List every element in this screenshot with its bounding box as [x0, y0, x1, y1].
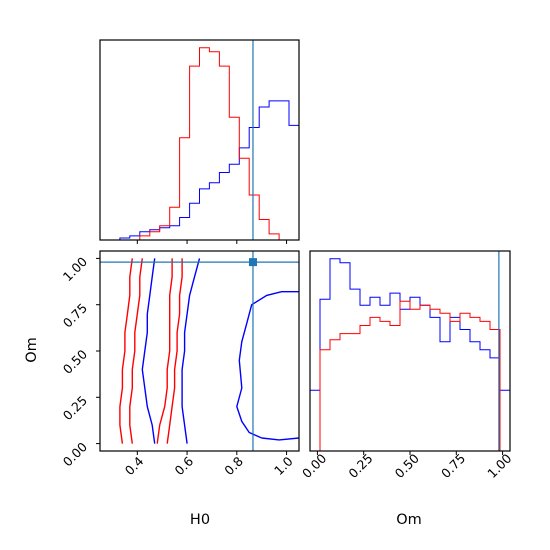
contour-x-tick-label-0: 0.4 — [122, 453, 147, 478]
h0-om-contour-panel: 0.4 0.6 0.8 1.0 0.00 0.25 0.50 0.75 1.00 — [60, 250, 300, 478]
contour-red-3 — [166, 258, 183, 444]
h0-hist-red — [100, 47, 299, 240]
contour-y-tick-label-3: 0.75 — [60, 300, 90, 330]
contour-blue-3 — [261, 437, 299, 441]
contour-y-tick-label-1: 0.25 — [60, 393, 90, 423]
h0-marginal-frame — [99, 39, 300, 241]
contour-red-0 — [119, 258, 133, 444]
om-marginal-x-tick-label-0: 0.00 — [299, 451, 329, 481]
x-axis-label-om: Om — [396, 512, 422, 528]
contour-y-tick-label-2: 0.50 — [60, 346, 90, 376]
x-axis-label-h0: H0 — [190, 512, 210, 528]
contour-y-tick-label-4: 1.00 — [60, 254, 90, 284]
om-marginal-x-tick-label-1: 0.25 — [345, 451, 375, 481]
contour-y-tick-label-0: 0.00 — [60, 439, 90, 469]
contour-x-tick-label-2: 0.8 — [221, 453, 246, 478]
contour-x-tick-label-3: 1.0 — [271, 453, 296, 478]
contour-blue-2 — [236, 291, 299, 439]
h0-marginal-panel — [99, 39, 300, 244]
contour-red-2 — [156, 258, 173, 444]
contour-blue-1 — [181, 258, 201, 444]
om-marginal-x-tick-label-4: 1.00 — [484, 451, 514, 481]
y-axis-label-om: Om — [24, 337, 40, 363]
om-hist-red — [310, 300, 510, 451]
om-hist-blue — [310, 258, 510, 451]
contour-blue-0 — [141, 258, 156, 444]
om-marginal-frame — [309, 250, 511, 452]
om-marginal-x-tick-label-2: 0.50 — [392, 451, 422, 481]
truth-marker — [248, 258, 257, 267]
contour-x-tick-label-1: 0.6 — [172, 453, 197, 478]
om-marginal-x-tick-label-3: 0.75 — [438, 451, 468, 481]
om-marginal-panel: 0.00 0.25 0.50 0.75 1.00 — [299, 250, 515, 481]
h0-hist-blue — [100, 100, 299, 240]
contour-red-1 — [129, 258, 143, 444]
